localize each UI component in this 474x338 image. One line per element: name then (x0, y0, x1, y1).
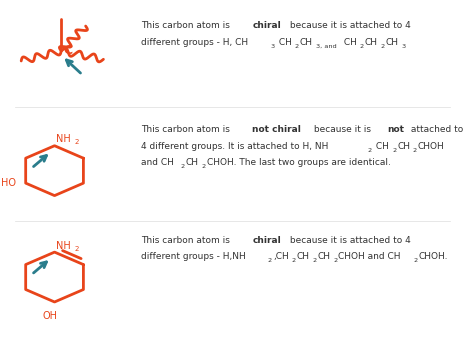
Text: 2: 2 (201, 164, 206, 169)
Text: 2: 2 (268, 259, 272, 263)
Text: CHOH.: CHOH. (419, 252, 448, 261)
Text: 2: 2 (414, 259, 418, 263)
Text: 3: 3 (271, 44, 275, 49)
Text: because it is: because it is (311, 125, 374, 135)
Text: 2: 2 (368, 148, 372, 153)
Text: This carbon atom is: This carbon atom is (141, 125, 233, 135)
Text: 2: 2 (295, 44, 299, 49)
Text: 4 different groups. It is attached to H, NH: 4 different groups. It is attached to H,… (141, 142, 328, 151)
Text: 2: 2 (360, 44, 364, 49)
Text: 2: 2 (74, 246, 79, 252)
Text: HO: HO (1, 178, 16, 188)
Text: CH: CH (365, 38, 378, 47)
Text: This carbon atom is: This carbon atom is (141, 236, 233, 245)
Text: 2: 2 (413, 148, 417, 153)
Text: 2: 2 (292, 259, 296, 263)
Text: attached to: attached to (408, 125, 463, 135)
Text: OH: OH (43, 311, 58, 321)
Text: CH: CH (386, 38, 399, 47)
Text: 2: 2 (74, 139, 79, 145)
Text: 2: 2 (333, 259, 337, 263)
Text: C: C (64, 44, 73, 57)
Text: NH: NH (56, 241, 71, 251)
Text: CH: CH (297, 252, 310, 261)
Text: because it is attached to 4: because it is attached to 4 (287, 21, 410, 30)
Text: This carbon atom is: This carbon atom is (141, 21, 233, 30)
Text: NH: NH (56, 135, 71, 144)
Text: 2: 2 (181, 164, 185, 169)
Text: CH: CH (397, 142, 410, 151)
Text: not: not (387, 125, 404, 135)
Text: CH: CH (300, 38, 313, 47)
Text: CHOH. The last two groups are identical.: CHOH. The last two groups are identical. (207, 158, 391, 167)
Text: different groups - H,NH: different groups - H,NH (141, 252, 246, 261)
Text: not chiral: not chiral (252, 125, 301, 135)
Text: CHOH and CH: CHOH and CH (338, 252, 401, 261)
Text: ,CH: ,CH (273, 252, 289, 261)
Text: and CH: and CH (141, 158, 174, 167)
Text: 3, and: 3, and (316, 44, 337, 49)
Text: different groups - H, CH: different groups - H, CH (141, 38, 248, 47)
Text: CH: CH (186, 158, 199, 167)
Text: CHOH: CHOH (418, 142, 445, 151)
Text: chiral: chiral (252, 21, 281, 30)
Text: 2: 2 (313, 259, 317, 263)
Text: 2: 2 (381, 44, 385, 49)
Text: chiral: chiral (252, 236, 281, 245)
Text: because it is attached to 4: because it is attached to 4 (287, 236, 410, 245)
Text: CH: CH (341, 38, 356, 47)
Text: CH: CH (318, 252, 331, 261)
Text: CH: CH (276, 38, 292, 47)
Text: 2: 2 (392, 148, 396, 153)
Text: 3: 3 (401, 44, 406, 49)
Text: CH: CH (373, 142, 389, 151)
